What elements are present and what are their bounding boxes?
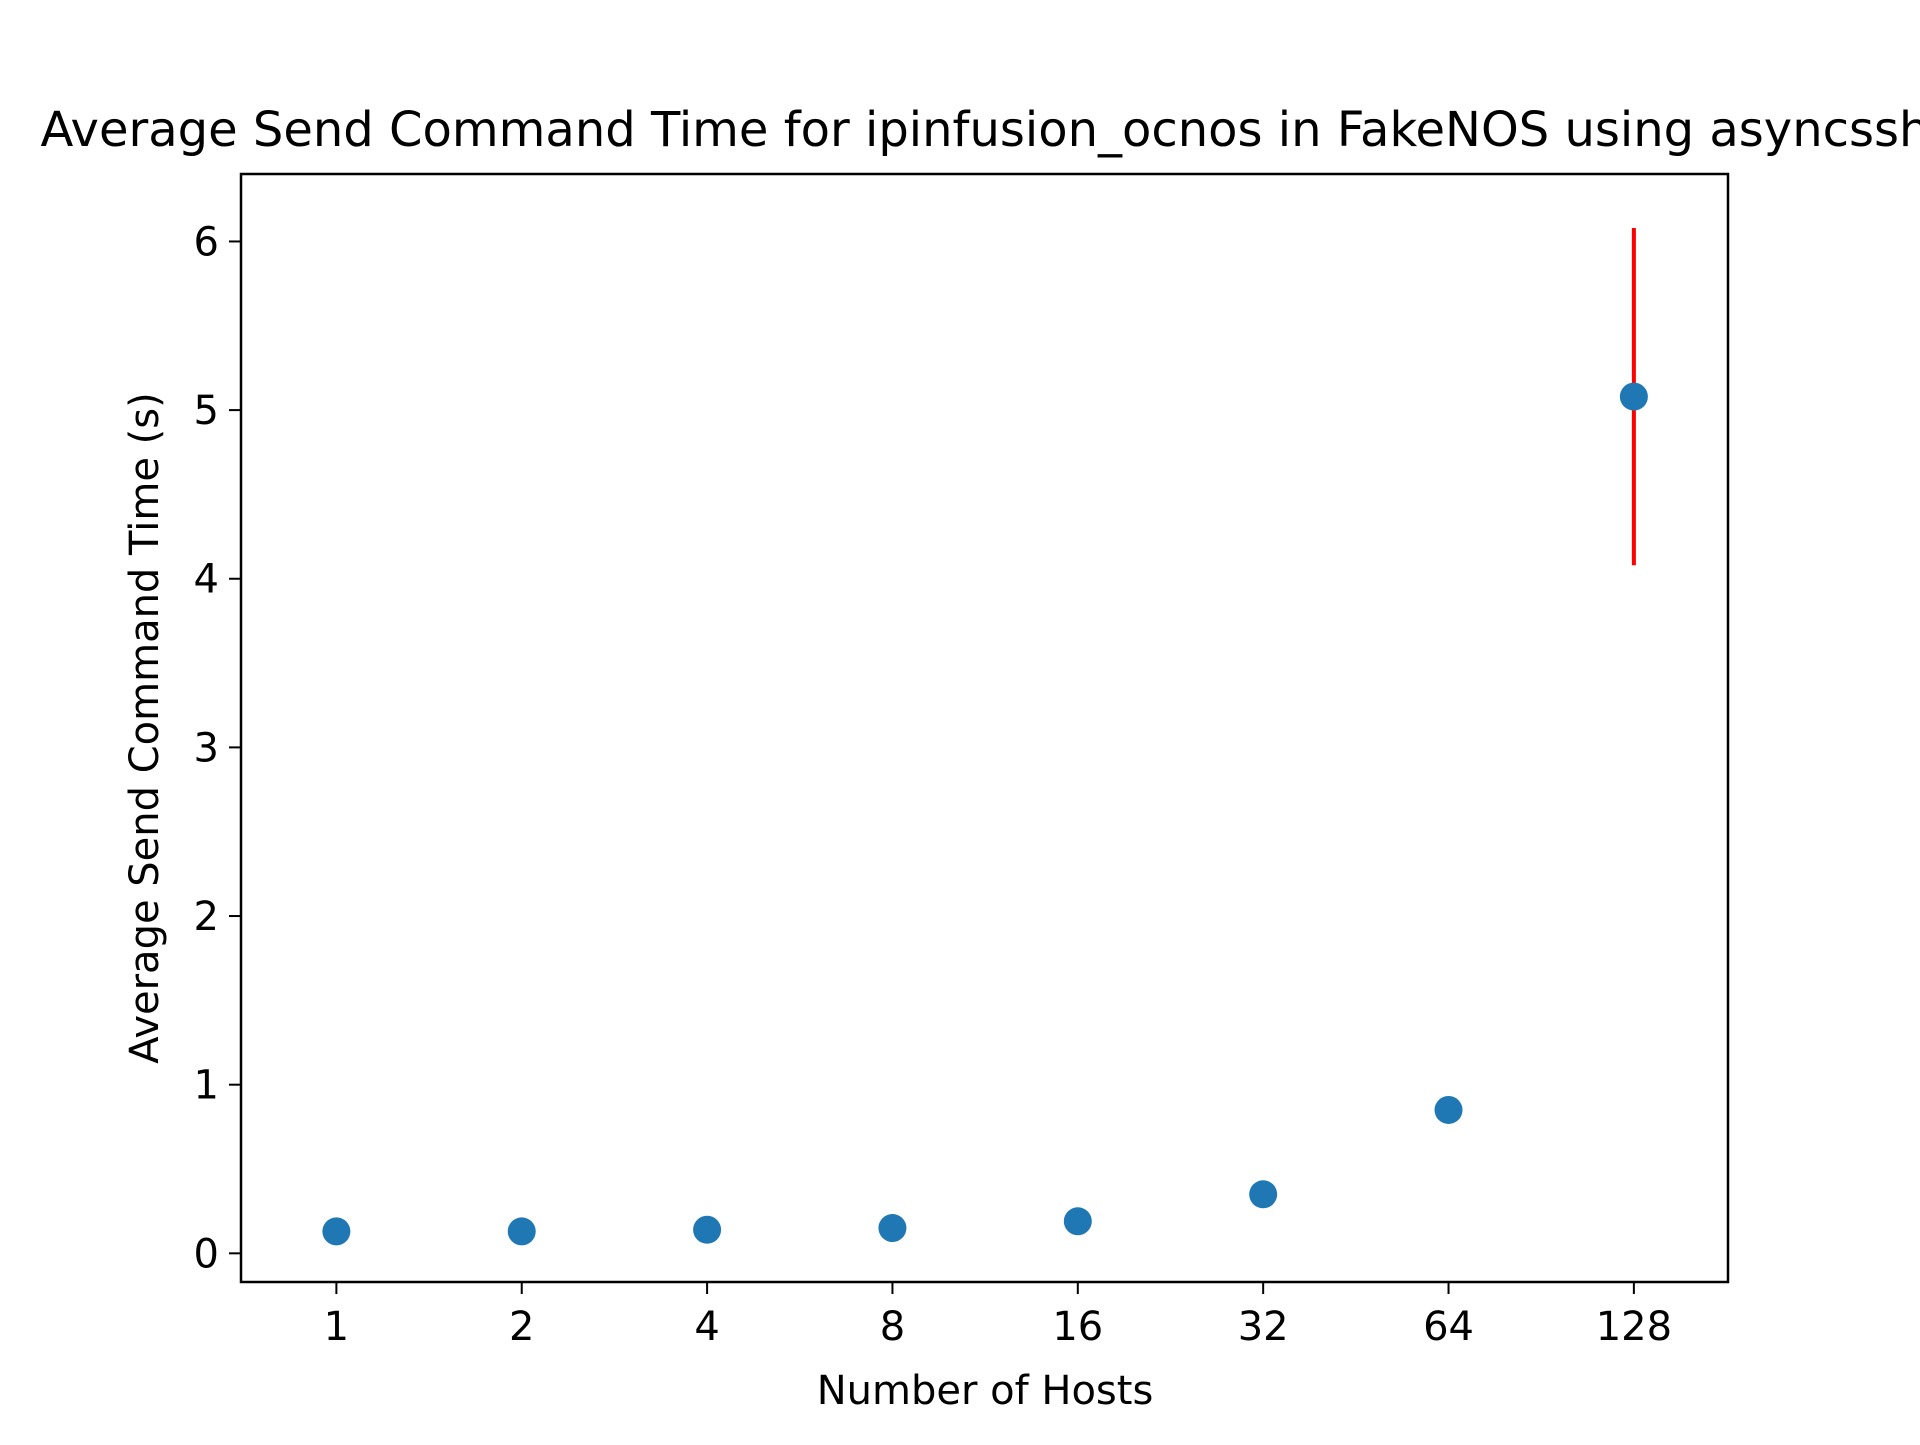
y-tick-label: 6 [194, 219, 219, 265]
x-tick-label: 32 [1238, 1304, 1289, 1350]
x-tick-label: 64 [1423, 1304, 1474, 1350]
plot-frame [239, 172, 1730, 1284]
data-point [1619, 382, 1648, 411]
data-point [878, 1214, 907, 1243]
x-tick-label: 2 [509, 1304, 534, 1350]
y-tick-label: 4 [194, 557, 219, 603]
data-point [1434, 1095, 1463, 1124]
y-tick-label: 0 [194, 1231, 219, 1277]
x-tick-label: 8 [880, 1304, 905, 1350]
data-point [1249, 1180, 1278, 1209]
x-tick-label: 16 [1052, 1304, 1103, 1350]
y-tick-label: 1 [194, 1063, 219, 1109]
data-point [507, 1217, 536, 1246]
data-point [1063, 1207, 1092, 1236]
x-axis-label: Number of Hosts [817, 1368, 1154, 1414]
y-tick-label: 5 [194, 388, 219, 434]
data-point [693, 1215, 722, 1244]
data-point [322, 1217, 351, 1246]
x-tick-label: 1 [324, 1304, 349, 1350]
x-axis-ticks: 1 2 4 8 16 32 64 128 [324, 1282, 1672, 1350]
y-axis-ticks: 0 1 2 3 4 5 6 [194, 219, 241, 1277]
chart-title: Average Send Command Time for ipinfusion… [41, 102, 1920, 158]
data-points [322, 382, 1648, 1246]
y-tick-label: 3 [194, 725, 219, 771]
x-tick-label: 4 [694, 1304, 719, 1350]
y-axis-label: Average Send Command Time (s) [122, 392, 168, 1063]
x-tick-label: 128 [1596, 1304, 1672, 1350]
y-tick-label: 2 [194, 894, 219, 940]
